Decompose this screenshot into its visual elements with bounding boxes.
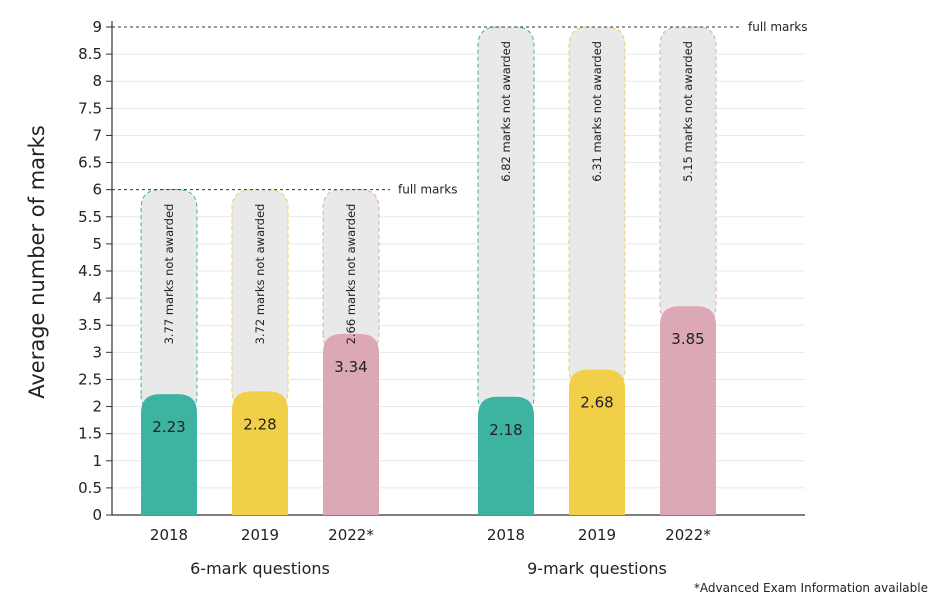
y-tick-label: 0.5 [78, 479, 102, 497]
bars: 2.23 3.77 marks not awarded 2.28 3.72 marks… [140, 26, 717, 515]
bar [478, 396, 534, 515]
not-awarded-label: 6.82 marks not awarded [499, 41, 513, 182]
y-tick-label: 1.5 [78, 425, 102, 443]
y-tick-label: 8 [92, 72, 102, 90]
x-category-label: 2018 [487, 526, 525, 544]
bar [323, 333, 379, 515]
bar [141, 394, 197, 515]
y-axis-label: Average number of marks [25, 125, 49, 399]
y-tick-label: 8.5 [78, 45, 102, 63]
bar [569, 369, 625, 515]
x-category-label: 2019 [578, 526, 616, 544]
bar-value-label: 3.85 [671, 330, 704, 348]
bar [660, 306, 716, 515]
bar-value-label: 3.34 [334, 358, 367, 376]
bar-value-label: 2.68 [580, 394, 613, 412]
y-tick-label: 6 [92, 181, 102, 199]
x-category-label: 2019 [241, 526, 279, 544]
not-awarded-label: 3.72 marks not awarded [253, 204, 267, 345]
x-category-label: 2018 [150, 526, 188, 544]
y-axis-ticks: 0 0.5 1 1.5 2 2.5 3 3.5 4 4.5 5 5.5 6 6.5 7 7.5 8 8.5 9 [78, 18, 112, 524]
category-labels: 2018 2019 2022* 2018 2019 2022* [150, 526, 711, 544]
group-labels: 6-mark questions 9-mark questions [190, 559, 667, 578]
y-tick-label: 4.5 [78, 262, 102, 280]
footnote: *Advanced Exam Information available [694, 581, 928, 595]
y-tick-label: 5.5 [78, 208, 102, 226]
y-tick-label: 0 [92, 506, 102, 524]
full-marks-lines: full marks full marks [112, 20, 808, 197]
x-category-label: 2022* [328, 526, 374, 544]
full-marks-label: full marks [748, 20, 808, 34]
bar-value-label: 2.28 [243, 415, 276, 433]
y-tick-label: 6.5 [78, 154, 102, 172]
y-tick-label: 7 [92, 126, 102, 144]
y-tick-label: 3 [92, 343, 102, 361]
y-tick-label: 1 [92, 452, 102, 470]
y-tick-label: 7.5 [78, 99, 102, 117]
not-awarded-label: 2.66 marks not awarded [344, 204, 358, 345]
y-tick-label: 5 [92, 235, 102, 253]
y-tick-label: 2 [92, 398, 102, 416]
group-label: 9-mark questions [527, 559, 667, 578]
y-tick-label: 2.5 [78, 370, 102, 388]
bar-remainder [659, 26, 717, 326]
group-label: 6-mark questions [190, 559, 330, 578]
y-tick-label: 3.5 [78, 316, 102, 334]
full-marks-label: full marks [398, 183, 458, 197]
bar-value-label: 2.23 [152, 418, 185, 436]
bar [232, 391, 288, 515]
bar-remainder [568, 26, 626, 390]
y-tick-label: 4 [92, 289, 102, 307]
not-awarded-label: 5.15 marks not awarded [681, 41, 695, 182]
x-category-label: 2022* [665, 526, 711, 544]
not-awarded-label: 3.77 marks not awarded [162, 204, 176, 345]
not-awarded-label: 6.31 marks not awarded [590, 41, 604, 182]
y-tick-label: 9 [92, 18, 102, 36]
bar-value-label: 2.18 [489, 421, 522, 439]
